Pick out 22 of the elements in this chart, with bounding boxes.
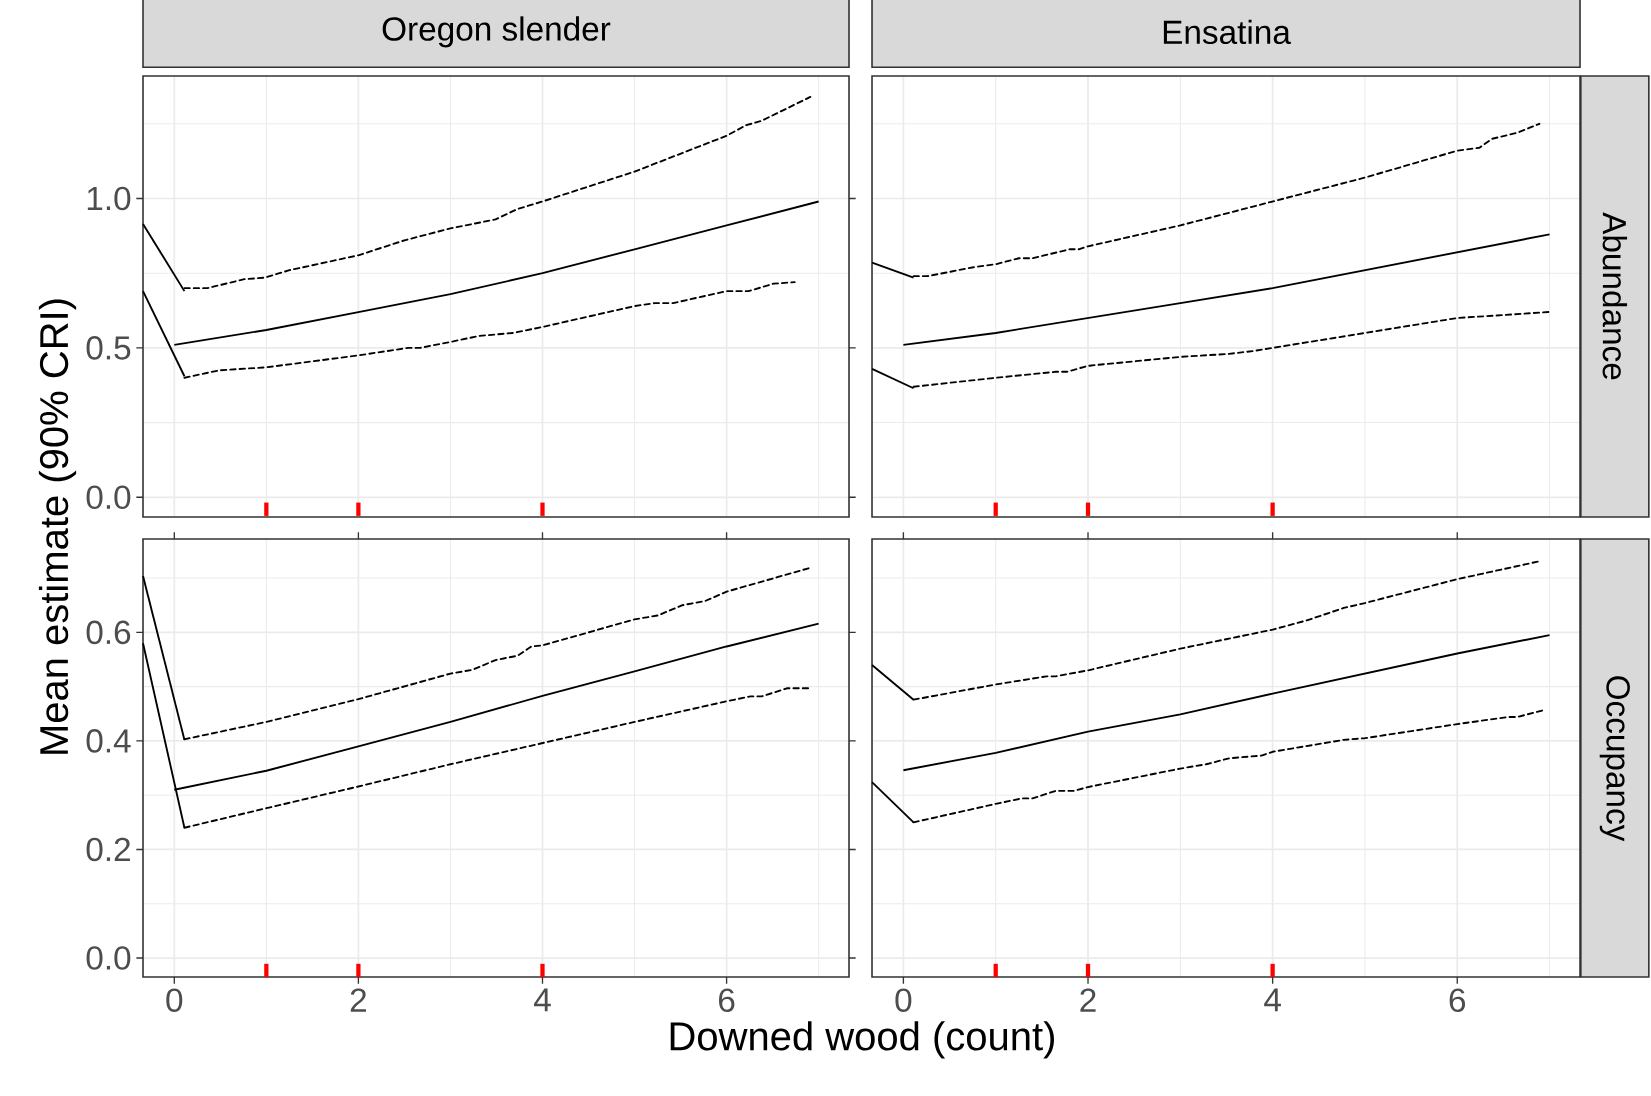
x-tick-label: 0	[166, 988, 183, 1012]
y-tick-label: 0.4	[86, 729, 131, 753]
x-tick-label: 2	[1080, 988, 1096, 1012]
y-tick-label: 0.0	[86, 485, 131, 510]
y-tick-label: 0.6	[86, 620, 131, 645]
x-axis-title: Downed wood (count)	[670, 1021, 1054, 1059]
chart-title: Ensatina	[1163, 19, 1291, 45]
y2-axis-title: Occupancy	[1599, 676, 1630, 842]
y-tick-label: 0.0	[86, 946, 131, 970]
y-tick-label: 0.5	[86, 336, 131, 360]
line-series	[173, 200, 820, 346]
x-tick-label: 4	[1264, 988, 1281, 1012]
x-tick-label: 4	[534, 988, 551, 1012]
y2-axis-title: Abundance	[1602, 212, 1628, 380]
x-tick-label: 6	[1449, 988, 1466, 1012]
x-tick-label: 0	[895, 988, 912, 1012]
y-tick-label: 0.2	[86, 837, 130, 862]
y-tick-label: 1.0	[87, 186, 131, 211]
x-tick-label: 2	[350, 988, 366, 1012]
x-tick-label: 6	[719, 988, 735, 1012]
y-axis-title: Mean estimate (90% CRI)	[38, 299, 77, 754]
chart-title: Oregon slender	[382, 16, 611, 48]
